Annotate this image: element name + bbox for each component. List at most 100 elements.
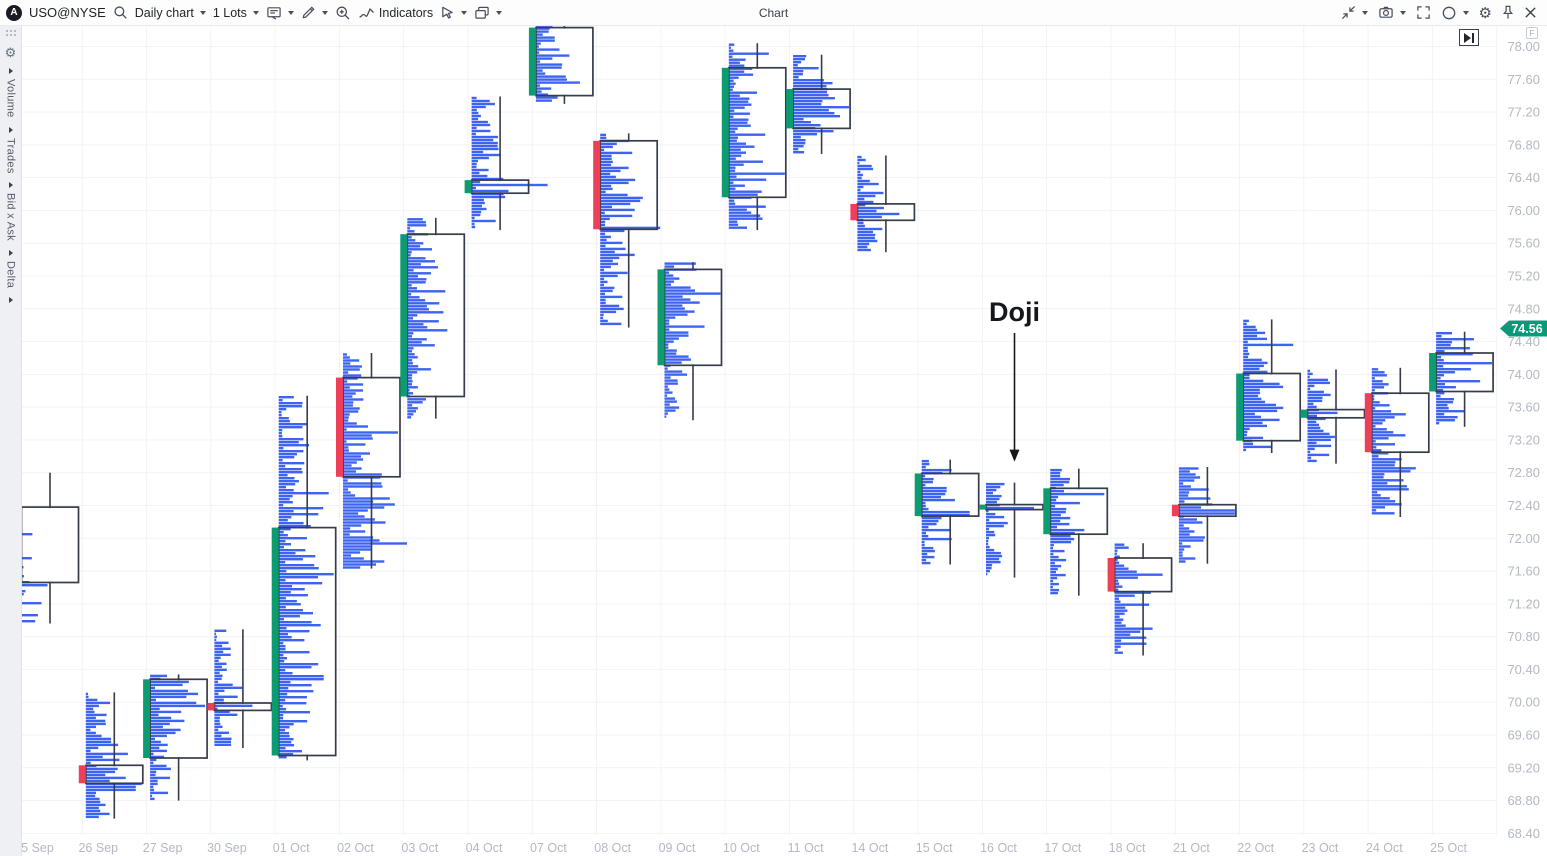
svg-text:72.40: 72.40 [1507,498,1540,513]
svg-text:75.20: 75.20 [1507,269,1540,284]
svg-text:09 Oct: 09 Oct [659,841,696,855]
close-icon[interactable] [1524,6,1537,19]
candle-23-Oct [1300,369,1366,464]
sidebar-item-trades[interactable]: Trades [4,137,17,174]
date-axis[interactable]: 25 Sep 26 Sep 27 Sep 30 Sep 01 Oct 02 Oct 03 O… [14,841,1467,855]
sidebar-item-volume[interactable]: Volume [4,79,17,118]
doji-annotation[interactable]: Doji [989,297,1040,462]
left-panel-sidebar: ⚙ Volume Trades Bid x Ask Delta [0,26,22,856]
expander-arrow-icon[interactable] [8,182,13,189]
svg-text:22 Oct: 22 Oct [1237,841,1274,855]
expander-arrow-icon[interactable] [8,297,13,304]
candle-16-Oct [979,482,1044,578]
chevron-down-icon [1462,10,1469,15]
svg-text:74.80: 74.80 [1507,301,1540,316]
candle-17-Oct [1043,468,1109,596]
svg-text:30 Sep: 30 Sep [207,841,247,855]
candle-22-Oct [1236,319,1302,453]
svg-text:21 Oct: 21 Oct [1173,841,1210,855]
camera-icon [1378,5,1394,20]
line-chart-icon [358,5,375,20]
timeframe-select[interactable]: Daily chart [135,6,206,20]
price-axis[interactable]: 78.00 77.60 77.20 76.80 76.40 76.00 75.60 75.20… [1507,39,1540,841]
expander-arrow-icon[interactable] [8,68,13,74]
candle-07-Oct [528,26,594,104]
pin-icon[interactable] [1502,5,1514,20]
cursor-tool[interactable] [440,5,468,20]
expander-arrow-icon[interactable] [8,126,13,133]
svg-text:07 Oct: 07 Oct [530,841,567,855]
candles-layer [22,26,1494,819]
candle-01-Oct [271,395,337,761]
screenshot-button[interactable] [1378,5,1406,20]
chevron-down-icon [1361,10,1368,15]
chevron-down-icon [321,10,328,15]
toolbar: A USO@NYSE Daily chart 1 Lots [0,0,1547,26]
go-to-latest-button[interactable] [1459,29,1479,46]
chart-type-select[interactable] [266,5,294,20]
axis-f-badge[interactable]: F [1526,27,1538,39]
gear-icon[interactable]: ⚙ [4,45,17,60]
svg-text:70.80: 70.80 [1507,629,1540,644]
svg-text:74.00: 74.00 [1507,367,1540,382]
doji-annotation-text: Doji [989,297,1040,327]
svg-text:02 Oct: 02 Oct [337,841,374,855]
sidebar-item-delta[interactable]: Delta [4,261,17,289]
candle-25-Oct [1429,331,1494,427]
lots-select[interactable]: 1 Lots [213,6,259,20]
chart-canvas[interactable]: Doji78.0077.6077.2076.8076.4076.0075.607… [0,26,1547,856]
collapse-panel[interactable] [1341,5,1368,20]
candle-08-Oct [593,133,661,328]
candle-26-Sep [78,692,144,819]
svg-text:27 Sep: 27 Sep [143,841,183,855]
window-layout[interactable] [474,5,503,20]
svg-text:04 Oct: 04 Oct [466,841,503,855]
candle-02-Oct [336,353,407,569]
svg-text:77.60: 77.60 [1507,72,1540,87]
svg-text:68.40: 68.40 [1507,826,1540,841]
pencil-icon [301,5,316,20]
svg-text:16 Oct: 16 Oct [980,841,1017,855]
chevron-down-icon [287,10,294,15]
svg-text:71.60: 71.60 [1507,564,1540,579]
timeframe-label: Daily chart [134,5,194,20]
svg-text:11 Oct: 11 Oct [788,841,824,855]
search-icon[interactable] [113,5,128,20]
svg-text:76.80: 76.80 [1507,137,1540,152]
svg-text:78.00: 78.00 [1507,39,1540,54]
expander-arrow-icon[interactable] [8,250,13,257]
candle-24-Oct [1364,367,1430,517]
candle-15-Oct [914,459,980,565]
symbol-label[interactable]: USO@NYSE [29,5,106,20]
svg-text:17 Oct: 17 Oct [1044,841,1081,855]
drawing-tools[interactable] [301,5,328,20]
sidebar-item-bidxask[interactable]: Bid x Ask [4,193,17,242]
svg-text:77.20: 77.20 [1507,105,1540,120]
expand-icon[interactable] [1416,5,1431,20]
svg-text:24 Oct: 24 Oct [1366,841,1403,855]
svg-text:73.60: 73.60 [1507,400,1540,415]
candle-30-Sep [207,629,273,749]
svg-text:15 Oct: 15 Oct [916,841,953,855]
indicators-button[interactable]: Indicators [358,5,433,20]
chevron-down-icon [199,10,206,15]
candle-21-Oct [1171,467,1237,564]
chevron-down-icon [461,10,468,15]
candle-04-Oct [464,96,548,231]
svg-text:01 Oct: 01 Oct [273,841,310,855]
shape-tool[interactable] [1441,5,1469,21]
svg-text:74.40: 74.40 [1507,334,1540,349]
layout-windows-icon [474,5,490,20]
svg-text:70.40: 70.40 [1507,662,1540,677]
svg-text:69.60: 69.60 [1507,728,1540,743]
atas-logo-icon: A [6,4,22,21]
price-chart[interactable]: Doji 78.00 77.60 77.20 76.80 76.40 76.00 75.60 7… [0,26,1547,856]
gear-icon[interactable]: ⚙ [1478,4,1492,22]
svg-text:69.20: 69.20 [1507,760,1540,775]
candle-09-Oct [657,262,723,421]
drag-grip-icon[interactable] [4,29,17,37]
svg-text:23 Oct: 23 Oct [1302,841,1339,855]
svg-text:10 Oct: 10 Oct [723,841,760,855]
zoom-in-icon[interactable] [335,5,351,21]
svg-text:71.20: 71.20 [1507,596,1540,611]
